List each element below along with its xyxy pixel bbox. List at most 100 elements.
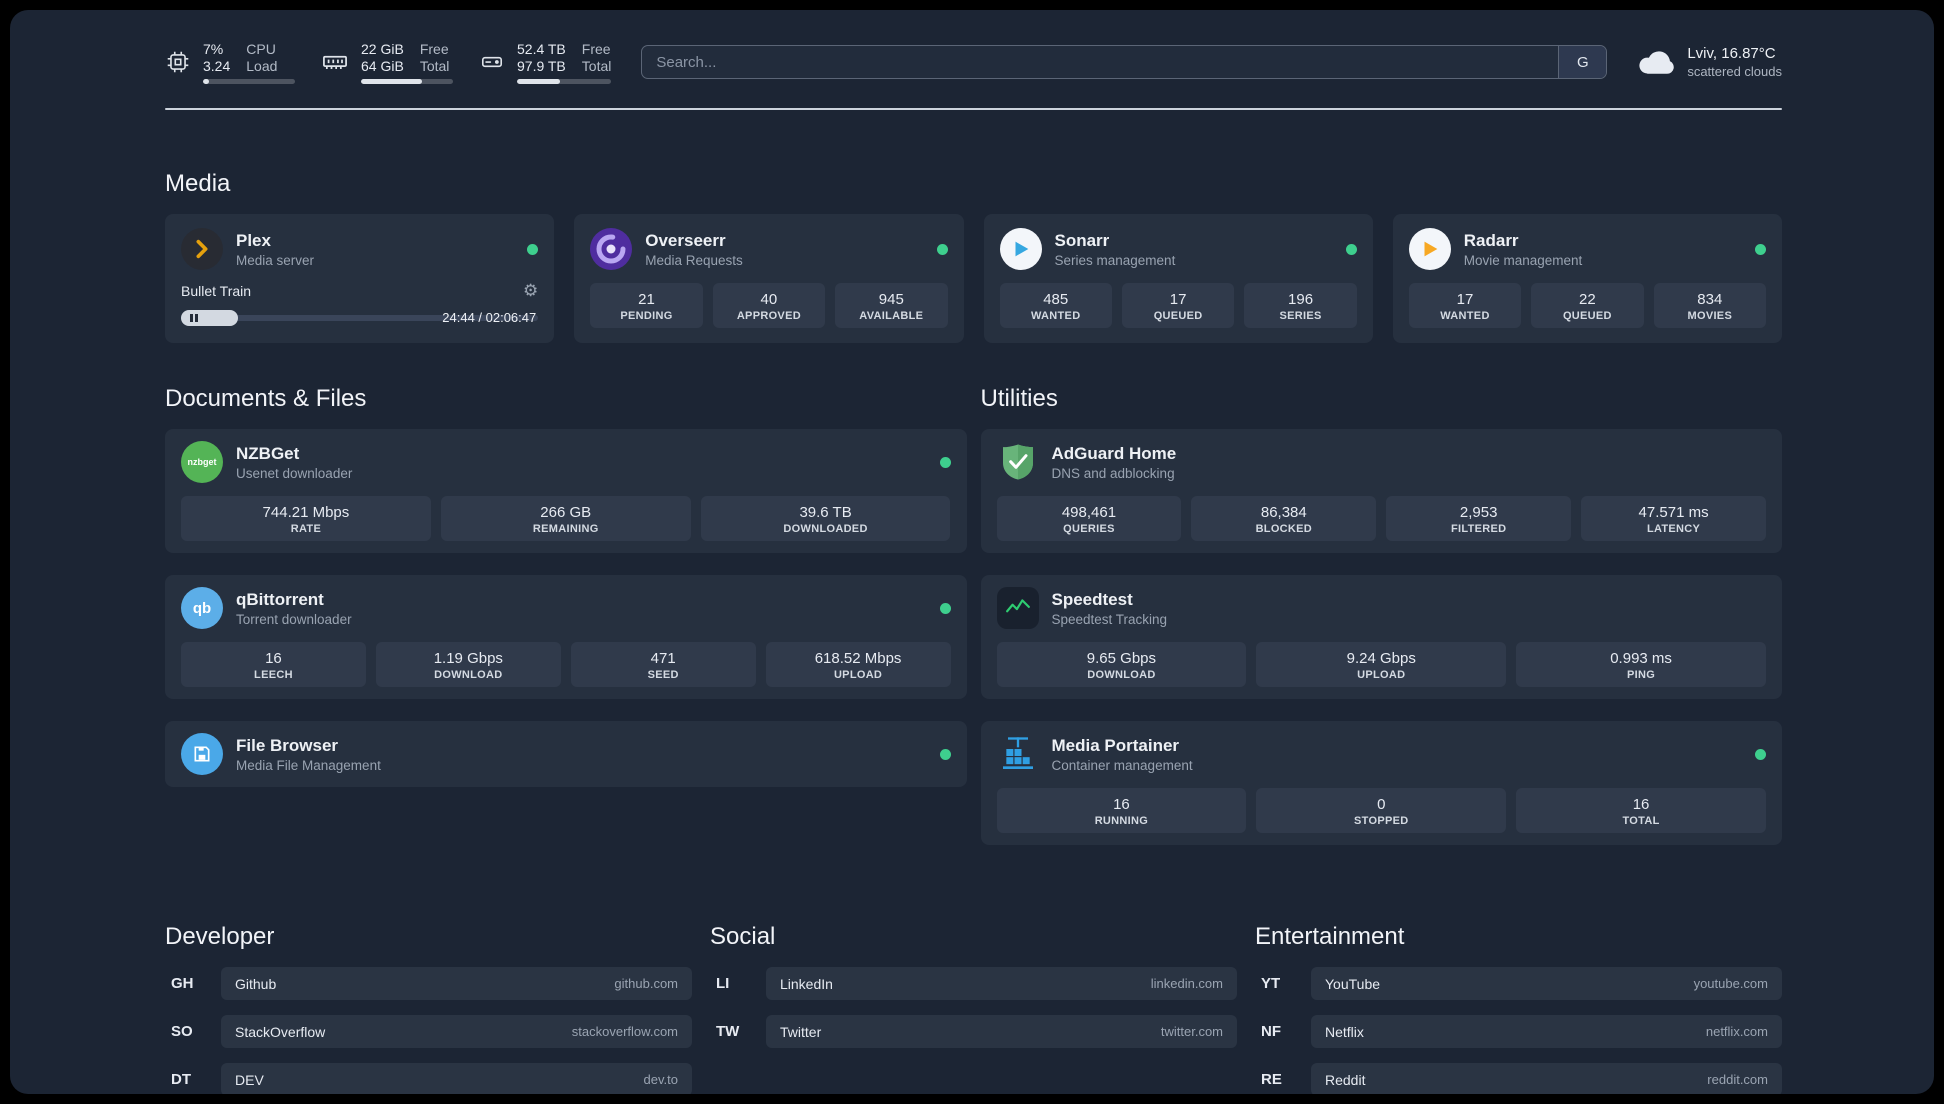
status-dot <box>939 602 951 614</box>
weather-condition: scattered clouds <box>1687 64 1782 79</box>
service-name: File Browser <box>236 735 339 755</box>
now-playing-title: Bullet Train <box>181 282 252 299</box>
bookmark-dev[interactable]: DT DEV dev.to <box>165 1063 692 1094</box>
seek-bar[interactable] <box>181 315 539 321</box>
bookmark-name: YouTube <box>1325 975 1381 992</box>
service-name: Media Portainer <box>1051 735 1180 755</box>
cpu-usage-value: 7% <box>203 40 224 57</box>
service-name: Plex <box>236 230 271 250</box>
stat-label: SEED <box>647 669 679 681</box>
service-card-adguard[interactable]: AdGuard Home DNS and adblocking 498,461 … <box>980 429 1782 553</box>
service-card-plex[interactable]: Plex Media server Bullet Train ⚙ 24:44 /… <box>165 214 555 343</box>
bookmark-twitter[interactable]: TW Twitter twitter.com <box>710 1015 1237 1048</box>
stat-value: 266 GB <box>540 504 592 521</box>
status-dot <box>1755 243 1766 255</box>
cpu-usage-bar <box>203 78 295 84</box>
service-description: Media File Management <box>236 757 381 773</box>
stat-tile: 9.24 Gbps UPLOAD <box>1256 642 1507 687</box>
status-dot <box>1755 748 1766 760</box>
sonarr-icon <box>999 228 1042 270</box>
status-dot <box>939 748 951 760</box>
nzbget-icon: nzbget <box>181 441 223 483</box>
search-bar: G <box>641 45 1608 79</box>
stat-label: QUERIES <box>1063 523 1115 535</box>
adguard-icon <box>997 441 1039 483</box>
stat-value: 0.993 ms <box>1610 650 1672 667</box>
stat-tile: 266 GB REMAINING <box>440 496 691 541</box>
stat-label: WANTED <box>1440 310 1490 322</box>
stat-tile: 39.6 TB DOWNLOADED <box>700 496 951 541</box>
disk-free-value: 52.4 TB <box>517 40 566 57</box>
stat-value: 16 <box>1113 796 1130 813</box>
stat-value: 16 <box>1632 796 1650 813</box>
stat-value: 21 <box>638 291 655 308</box>
stat-label: DOWNLOAD <box>1087 669 1156 681</box>
stat-value: 9.24 Gbps <box>1346 650 1416 667</box>
radarr-icon <box>1408 228 1451 270</box>
playback-fill[interactable] <box>181 310 239 326</box>
search-provider-button[interactable]: G <box>1558 46 1607 78</box>
service-card-nzbget[interactable]: nzbget NZBGet Usenet downloader 744.21 M… <box>165 429 967 553</box>
service-card-speedtest[interactable]: Speedtest Speedtest Tracking 9.65 Gbps D… <box>980 575 1782 699</box>
memory-icon <box>321 48 349 76</box>
service-card-portainer[interactable]: Media Portainer Container management 16 … <box>980 721 1782 845</box>
bookmark-youtube[interactable]: YT YouTube youtube.com <box>1255 967 1782 1000</box>
service-card-sonarr[interactable]: Sonarr Series management 485 WANTED 17 Q… <box>983 214 1373 343</box>
service-description: Media Requests <box>645 252 743 268</box>
stat-tile: 22 QUEUED <box>1531 283 1644 328</box>
bookmarks-developer: Developer GH Github github.com SO StackO… <box>165 923 692 1094</box>
bookmark-reddit[interactable]: RE Reddit reddit.com <box>1255 1063 1782 1094</box>
bookmark-domain: dev.to <box>643 1072 678 1087</box>
disk-total-value: 97.9 TB <box>517 57 566 74</box>
service-description: DNS and adblocking <box>1051 465 1175 481</box>
stat-tile: 485 WANTED <box>999 283 1112 328</box>
bookmark-github[interactable]: GH Github github.com <box>165 967 692 1000</box>
plex-icon <box>181 228 223 270</box>
bookmark-netflix[interactable]: NF Netflix netflix.com <box>1255 1015 1782 1048</box>
service-name: AdGuard Home <box>1051 443 1177 463</box>
stat-tile: 16 RUNNING <box>996 788 1247 833</box>
stat-tile: 0 STOPPED <box>1256 788 1507 833</box>
stat-label: BLOCKED <box>1255 523 1313 535</box>
service-description: Movie management <box>1463 252 1583 268</box>
service-description: Usenet downloader <box>236 465 353 481</box>
search-input[interactable] <box>642 46 1559 78</box>
filebrowser-icon <box>181 733 223 775</box>
service-card-overseerr[interactable]: Overseerr Media Requests 21 PENDING 40 A… <box>574 214 964 343</box>
service-description: Media server <box>236 252 315 268</box>
stat-label: WANTED <box>1030 310 1081 322</box>
stat-label: LATENCY <box>1646 523 1701 535</box>
bookmark-domain: linkedin.com <box>1150 976 1223 991</box>
status-dot <box>939 456 951 468</box>
stat-value: 86,384 <box>1260 504 1307 521</box>
stat-label: REMAINING <box>532 523 599 535</box>
service-name: qBittorrent <box>236 589 324 609</box>
service-card-filebrowser[interactable]: File Browser Media File Management <box>165 721 967 787</box>
service-description: Torrent downloader <box>236 611 352 627</box>
section-title-documents: Documents & Files <box>165 385 367 412</box>
stat-label: RUNNING <box>1094 815 1149 827</box>
utilities-column: Utilities AdGuard Home DNS and adblockin… <box>980 385 1782 867</box>
service-name: Overseerr <box>645 230 726 250</box>
service-name: Radarr <box>1463 230 1519 250</box>
stat-tile: 17 WANTED <box>1408 283 1522 328</box>
bookmark-name: LinkedIn <box>780 975 833 992</box>
stat-value: 17 <box>1456 291 1474 308</box>
cpu-icon <box>165 49 191 75</box>
stat-value: 618.52 Mbps <box>814 650 902 667</box>
bookmark-abbr: GH <box>171 975 194 992</box>
service-card-qbittorrent[interactable]: qb qBittorrent Torrent downloader 16 LEE… <box>165 575 967 699</box>
bookmark-domain: twitter.com <box>1160 1024 1223 1039</box>
playback-progress: 24:44 / 02:06:47 <box>181 307 539 329</box>
service-card-radarr[interactable]: Radarr Movie management 17 WANTED 22 QUE… <box>1392 214 1782 343</box>
stat-label: QUEUED <box>1153 310 1203 322</box>
stat-label: APPROVED <box>736 310 801 322</box>
gear-icon[interactable]: ⚙ <box>523 281 539 300</box>
cpu-load-label: Load <box>246 57 278 74</box>
bookmark-linkedin[interactable]: LI LinkedIn linkedin.com <box>710 967 1237 1000</box>
stat-tile: 16 LEECH <box>181 642 366 687</box>
stat-value: 0 <box>1377 796 1386 813</box>
stat-value: 39.6 TB <box>799 504 852 521</box>
bookmark-stackoverflow[interactable]: SO StackOverflow stackoverflow.com <box>165 1015 692 1048</box>
stat-tile: 40 APPROVED <box>712 283 826 328</box>
